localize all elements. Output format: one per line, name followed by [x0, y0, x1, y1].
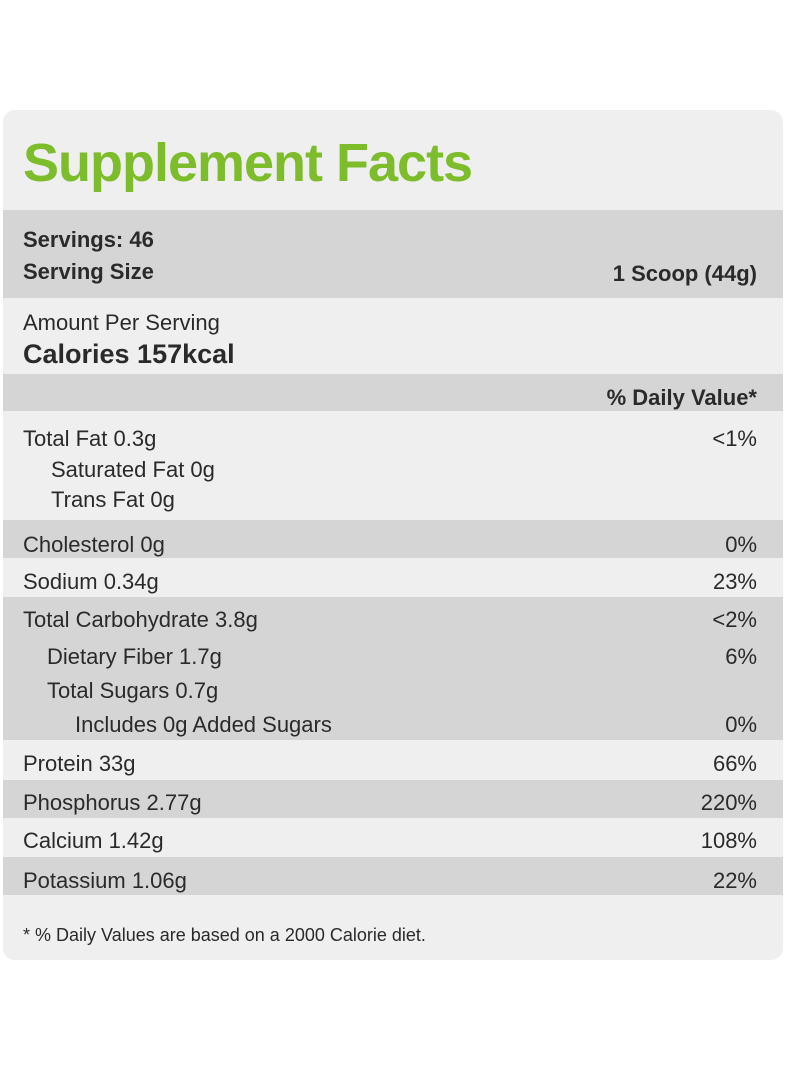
daily-value-header-band	[3, 374, 783, 411]
sodium-dv: 23%	[712, 569, 757, 594]
potassium-label: Potassium 1.06g	[23, 868, 187, 893]
calories-value: Calories 157kcal	[23, 339, 235, 369]
supplement-facts-panel: Supplement Facts Servings: 46 Serving Si…	[3, 110, 783, 960]
total-fat-label: Total Fat 0.3g	[23, 426, 157, 451]
total-carbohydrate-dv: <2%	[712, 607, 757, 632]
cholesterol-dv: 0%	[725, 532, 757, 557]
serving-size-value: 1 Scoop (44g)	[612, 261, 757, 286]
sodium-label: Sodium 0.34g	[23, 569, 159, 594]
panel-title: Supplement Facts	[23, 133, 473, 193]
phosphorus-label: Phosphorus 2.77g	[23, 790, 202, 815]
potassium-dv: 22%	[712, 868, 757, 893]
calcium-dv: 108%	[700, 828, 757, 853]
added-sugars-dv: 0%	[725, 712, 757, 737]
total-carbohydrate-label: Total Carbohydrate 3.8g	[23, 607, 258, 632]
cholesterol-band	[3, 520, 783, 558]
servings-count: Servings: 46	[23, 227, 154, 252]
protein-label: Protein 33g	[23, 751, 136, 776]
trans-fat-label: Trans Fat 0g	[51, 487, 175, 512]
carbohydrate-band	[3, 597, 783, 740]
calcium-label: Calcium 1.42g	[23, 828, 164, 853]
dietary-fiber-label: Dietary Fiber 1.7g	[47, 644, 222, 669]
serving-size-label: Serving Size	[23, 259, 154, 284]
serving-info-band	[3, 210, 783, 298]
cholesterol-label: Cholesterol 0g	[23, 532, 165, 557]
protein-dv: 66%	[712, 751, 757, 776]
amount-per-serving-label: Amount Per Serving	[23, 310, 220, 335]
dietary-fiber-dv: 6%	[725, 644, 757, 669]
total-fat-dv: <1%	[712, 426, 757, 451]
potassium-band	[3, 857, 783, 895]
phosphorus-dv: 220%	[700, 790, 757, 815]
phosphorus-band	[3, 780, 783, 818]
total-sugars-label: Total Sugars 0.7g	[47, 678, 219, 703]
saturated-fat-label: Saturated Fat 0g	[51, 457, 215, 482]
daily-value-header: % Daily Value*	[606, 385, 757, 410]
footnote: * % Daily Values are based on a 2000 Cal…	[23, 925, 426, 945]
added-sugars-label: Includes 0g Added Sugars	[75, 712, 332, 737]
